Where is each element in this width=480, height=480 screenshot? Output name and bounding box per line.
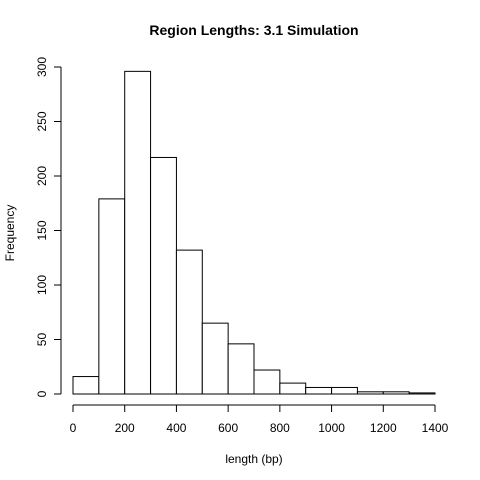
histogram-bar-11	[356, 391, 384, 395]
x-tick-label-6: 1200	[370, 421, 397, 435]
y-tick-label-5: 250	[35, 111, 49, 131]
y-tick-label-1: 50	[35, 333, 49, 347]
histogram-bar-12	[382, 391, 410, 395]
histogram-bar-7	[253, 369, 281, 395]
histogram-bar-2	[124, 70, 152, 395]
histogram-bar-8	[279, 382, 307, 395]
x-tick-label-2: 400	[166, 421, 186, 435]
histogram-bar-13	[408, 392, 436, 395]
x-tick-label-1: 200	[115, 421, 135, 435]
x-tick-label-0: 0	[70, 421, 77, 435]
y-tick-label-2: 100	[35, 275, 49, 295]
y-tick-label-3: 150	[35, 220, 49, 240]
x-tick-label-7: 1400	[422, 421, 449, 435]
x-tick-label-3: 600	[218, 421, 238, 435]
chart-title: Region Lengths: 3.1 Simulation	[149, 22, 358, 38]
y-tick-label-0: 0	[35, 390, 49, 397]
y-axis: 0 50 100 150 200 250 300	[35, 57, 62, 397]
x-axis: 0 200 400 600 800 1000 1200 1400	[70, 404, 449, 435]
histogram-bar-5	[201, 322, 229, 395]
histogram-bars	[72, 70, 436, 395]
histogram-bar-3	[150, 156, 177, 395]
x-tick-label-4: 800	[270, 421, 290, 435]
histogram-bar-10	[331, 386, 358, 395]
x-tick-label-5: 1000	[318, 421, 345, 435]
histogram-bar-6	[227, 343, 255, 395]
histogram-bar-0	[72, 376, 100, 395]
histogram-bar-1	[98, 198, 126, 395]
y-tick-label-4: 200	[35, 166, 49, 186]
histogram-bar-4	[175, 249, 203, 395]
y-axis-label: Frequency	[3, 205, 17, 262]
x-axis-label: length (bp)	[225, 452, 282, 466]
histogram-bar-9	[305, 386, 333, 395]
y-tick-label-6: 300	[35, 57, 49, 77]
